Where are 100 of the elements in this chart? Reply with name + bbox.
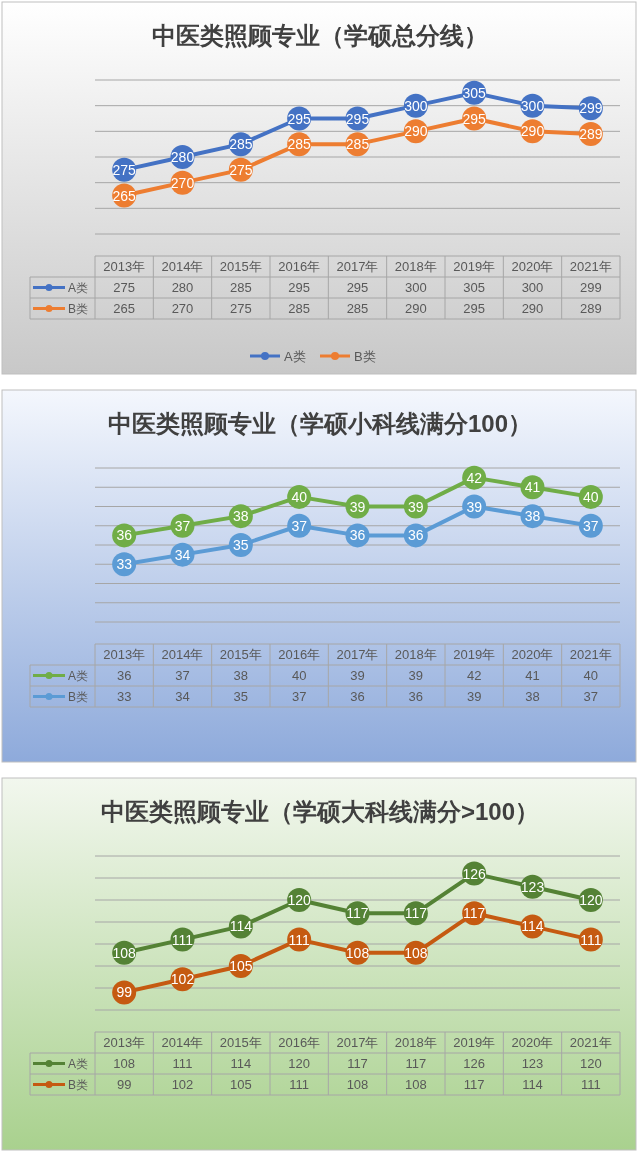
text: 36 — [350, 689, 365, 704]
data-label: 34 — [174, 546, 191, 563]
data-label: 289 — [579, 125, 603, 142]
x-tick-label: 2013年 — [103, 259, 146, 274]
text: 37 — [291, 689, 307, 704]
text: 37 — [583, 689, 599, 704]
data-label: 285 — [287, 136, 312, 153]
data-label: 270 — [170, 174, 195, 191]
data-label: 37 — [291, 517, 308, 534]
text: 102 — [171, 1077, 194, 1092]
legend-label: A类 — [68, 1057, 89, 1071]
text: 305 — [463, 280, 486, 295]
x-tick-label: 2016年 — [278, 647, 321, 662]
x-tick-label: 2017年 — [336, 259, 379, 274]
text: 275 — [229, 301, 252, 316]
x-tick-label: 2013年 — [103, 647, 146, 662]
x-tick-label: 2020年 — [511, 647, 554, 662]
text: 120 — [579, 1056, 602, 1071]
data-label: 39 — [408, 498, 424, 515]
data-label: 117 — [463, 905, 486, 922]
text: 108 — [346, 1077, 369, 1092]
text: 300 — [521, 280, 544, 295]
text: 99 — [116, 1077, 132, 1092]
text: 40 — [291, 668, 307, 683]
x-tick-label: 2014年 — [161, 259, 204, 274]
chart-title: 中医类照顾专业（学硕总分线） — [152, 22, 488, 49]
data-label: 108 — [345, 944, 370, 961]
text: 39 — [466, 689, 482, 704]
text: 270 — [171, 301, 194, 316]
data-label: 38 — [524, 508, 541, 525]
text: 36 — [116, 668, 132, 683]
text: 295 — [346, 280, 369, 295]
text: 41 — [525, 668, 540, 683]
text: 275 — [113, 280, 136, 295]
data-label: 37 — [583, 517, 599, 534]
data-label: 36 — [116, 527, 133, 544]
text: 36 — [408, 689, 424, 704]
text: 285 — [346, 301, 369, 316]
data-label: 102 — [170, 971, 195, 988]
data-label: 299 — [579, 100, 603, 117]
data-label: 40 — [291, 488, 308, 505]
x-tick-label: 2017年 — [336, 1035, 379, 1050]
data-label: 300 — [520, 97, 545, 114]
data-label: 295 — [345, 110, 370, 127]
data-label: 305 — [462, 84, 487, 101]
x-tick-label: 2015年 — [219, 259, 262, 274]
legend-label: A类 — [68, 281, 89, 295]
x-tick-label: 2013年 — [103, 1035, 146, 1050]
chart-title: 中医类照顾专业（学硕小科线满分100） — [107, 410, 533, 437]
x-tick-label: 2020年 — [511, 1035, 554, 1050]
data-label: 290 — [520, 123, 545, 140]
data-label: 99 — [116, 984, 133, 1001]
data-label: 285 — [229, 136, 253, 153]
x-tick-label: 2019年 — [453, 259, 496, 274]
data-label: 37 — [174, 517, 191, 534]
legend-label: B类 — [68, 302, 89, 316]
x-tick-label: 2020年 — [511, 259, 554, 274]
text: 42 — [466, 668, 482, 683]
legend-label: B类 — [68, 1078, 89, 1092]
text: B类 — [354, 349, 376, 364]
data-label: 123 — [520, 878, 545, 895]
text: 114 — [522, 1077, 543, 1092]
data-label: 120 — [287, 892, 312, 908]
text: 35 — [233, 689, 249, 704]
text: 117 — [347, 1056, 368, 1071]
text: 105 — [229, 1077, 252, 1092]
data-label: 117 — [346, 905, 369, 922]
data-label: 108 — [404, 944, 428, 961]
text: 111 — [580, 1077, 601, 1092]
text: 285 — [288, 301, 311, 316]
text: 39 — [350, 668, 365, 683]
data-label: 111 — [171, 931, 194, 948]
data-label: 126 — [462, 865, 487, 882]
data-label: 41 — [524, 479, 541, 496]
text: 117 — [405, 1056, 427, 1071]
data-label: 108 — [112, 944, 137, 961]
data-label: 114 — [521, 918, 544, 935]
x-tick-label: 2015年 — [219, 647, 262, 662]
x-tick-label: 2021年 — [569, 647, 612, 662]
text: 111 — [172, 1056, 193, 1071]
text: 299 — [579, 280, 602, 295]
data-label: 275 — [229, 161, 253, 178]
data-label: 295 — [287, 110, 312, 127]
data-label: 295 — [462, 110, 487, 127]
data-label: 120 — [579, 892, 603, 908]
x-tick-label: 2014年 — [161, 647, 204, 662]
text: 38 — [233, 668, 249, 683]
x-tick-label: 2018年 — [394, 1035, 437, 1050]
data-label: 111 — [580, 931, 602, 948]
text: 108 — [404, 1077, 427, 1092]
data-label: 38 — [233, 508, 249, 525]
data-label: 36 — [349, 527, 366, 544]
x-tick-label: 2021年 — [569, 1035, 612, 1050]
data-label: 105 — [229, 958, 253, 974]
text: 33 — [116, 689, 132, 704]
text: 38 — [525, 689, 540, 704]
text: 37 — [175, 668, 190, 683]
data-label: 275 — [112, 161, 137, 178]
data-label: 33 — [116, 556, 133, 573]
data-label: 300 — [404, 97, 428, 114]
